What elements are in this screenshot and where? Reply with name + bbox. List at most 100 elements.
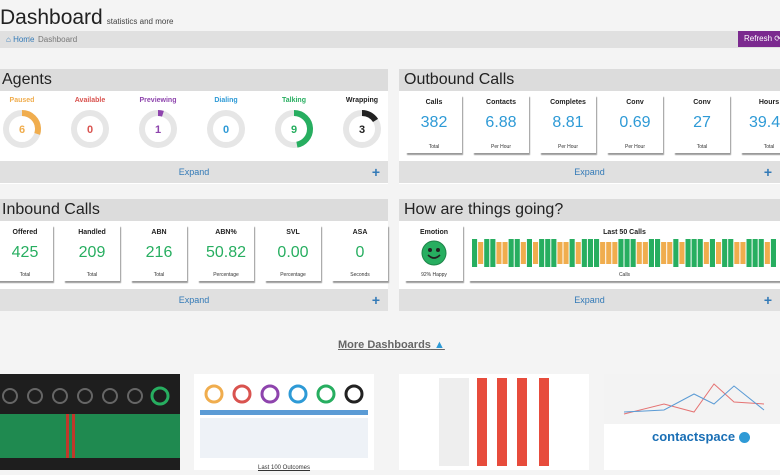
card-label: SVL (286, 229, 300, 236)
agent-stat-wrapping: Wrapping 3 (328, 97, 396, 150)
donut-gauge: 0 (207, 110, 245, 148)
card-label: Calls (425, 99, 443, 106)
status-expand-button[interactable]: Expand + (399, 289, 780, 311)
card-value: 8.81 (552, 114, 584, 131)
card-sub: Seconds (350, 272, 370, 278)
call-bar (514, 239, 520, 267)
card-label: Completes (550, 99, 586, 106)
call-bar (709, 239, 715, 267)
card-sub: Per Hour (624, 144, 645, 150)
donut-value: 6 (19, 124, 25, 136)
call-bar (502, 242, 508, 264)
inbound-card-handled: Handled 209 Total (64, 225, 120, 281)
agent-stat-previewing: Previewing 1 (124, 97, 192, 150)
donut-value: 0 (87, 124, 93, 136)
card-sub: Total (696, 144, 708, 150)
card-label: Handled (78, 229, 106, 236)
agents-expand-button[interactable]: Expand + (0, 161, 388, 183)
outbound-card-conv: Conv 0.69 Per Hour (607, 95, 663, 153)
donut-gauge: 0 (71, 110, 109, 148)
agent-stat-available: Available 0 (56, 97, 124, 150)
agent-stat-label: Wrapping (345, 97, 379, 104)
card-sub: Total (86, 272, 98, 278)
breadcrumb-separator: / (28, 35, 31, 44)
call-bar (667, 242, 673, 264)
plus-icon: + (371, 292, 380, 308)
dashboard-thumbnail-dark[interactable] (0, 374, 180, 470)
inbound-card-abn: ABN 216 Total (131, 225, 187, 281)
dashboard-thumbnail-contactspace[interactable]: contactspace (604, 374, 780, 470)
emotion-card: Emotion 92% Happy (405, 225, 463, 281)
inbound-expand-button[interactable]: Expand + (0, 289, 388, 311)
inbound-card-asa: ASA 0 Seconds (332, 225, 388, 281)
agent-stat-paused: Paused 6 (0, 97, 56, 150)
call-bar (557, 242, 563, 264)
call-bar (520, 242, 526, 264)
call-bar (697, 239, 703, 267)
line-chart-preview (604, 374, 780, 424)
call-bar (691, 239, 697, 267)
call-bar (734, 242, 740, 264)
donut-track (207, 110, 245, 148)
card-sub: Total (153, 272, 165, 278)
agents-panel: Agents Paused 6 Available 0 Previewing 1 Diali… (0, 69, 388, 184)
card-sub: Total (763, 144, 775, 150)
card-label: Offered (12, 229, 38, 236)
call-bar (758, 239, 764, 267)
emotion-sub: 92% Happy (421, 272, 447, 278)
breadcrumb: ⌂ Home / Dashboard (0, 31, 780, 48)
call-bar (526, 239, 532, 267)
outbound-card-completes: Completes 8.81 Per Hour (540, 95, 596, 153)
chevron-up-icon: ▲ (433, 339, 445, 351)
agent-stat-label: Paused (9, 97, 35, 104)
call-bar (478, 242, 484, 264)
outbound-card-calls: Calls 382 Total (406, 95, 462, 153)
card-value: 0 (355, 244, 365, 261)
plus-icon: + (763, 292, 772, 308)
status-panel: How are things going? Emotion 92% Happy … (399, 199, 780, 311)
call-bar (508, 239, 514, 267)
call-bar (770, 239, 776, 267)
card-sub: Per Hour (557, 144, 578, 150)
call-bar (636, 242, 642, 264)
dashboard-thumbnail-outcomes[interactable]: Last 100 Outcomes (194, 374, 374, 471)
last-calls-card: Last 50 Calls Calls (469, 225, 780, 281)
inbound-card-abn: ABN% 50.82 Percentage (198, 225, 254, 281)
outbound-expand-button[interactable]: Expand + (399, 161, 780, 183)
call-bar (575, 242, 581, 264)
card-value: 216 (145, 244, 173, 261)
outbound-panel: Outbound Calls Calls 382 Total Contacts 6.88… (399, 69, 780, 184)
card-label: Conv (693, 99, 711, 106)
call-bar (703, 242, 709, 264)
outcomes-dashboard-preview (200, 384, 368, 458)
call-bar (746, 239, 752, 267)
dashboard-thumbnail-table[interactable] (399, 374, 589, 470)
table-dashboard-preview (439, 378, 549, 466)
call-bar (539, 239, 545, 267)
agent-stat-label: Previewing (139, 97, 177, 104)
card-label: ASA (352, 229, 368, 236)
call-bar (673, 239, 679, 267)
refresh-button[interactable]: Refresh ⟳ (738, 31, 780, 47)
agent-stat-dialing: Dialing 0 (192, 97, 260, 150)
call-bar (679, 242, 685, 264)
card-value: 0.69 (619, 114, 651, 131)
call-bar (648, 239, 654, 267)
donut-gauge: 9 (275, 110, 313, 148)
emotion-label: Emotion (420, 229, 448, 236)
call-bar (728, 239, 734, 267)
last-calls-sub: Calls (618, 272, 631, 278)
inbound-panel: Inbound Calls Offered 425 Total Handled 209 T… (0, 199, 388, 311)
more-dashboards-link[interactable]: More Dashboards ▲ (338, 339, 445, 351)
donut-value: 9 (291, 124, 297, 136)
breadcrumb-home[interactable]: ⌂ Home (6, 35, 35, 44)
card-value: 50.82 (205, 244, 247, 261)
call-bar (612, 242, 618, 264)
breadcrumb-current: Dashboard (38, 35, 78, 44)
agent-stat-label: Available (74, 97, 106, 104)
last-calls-label: Last 50 Calls (603, 229, 646, 236)
card-sub: Total (428, 144, 440, 150)
call-bar (752, 239, 758, 267)
card-label: ABN (151, 229, 167, 236)
call-bar (642, 242, 648, 264)
